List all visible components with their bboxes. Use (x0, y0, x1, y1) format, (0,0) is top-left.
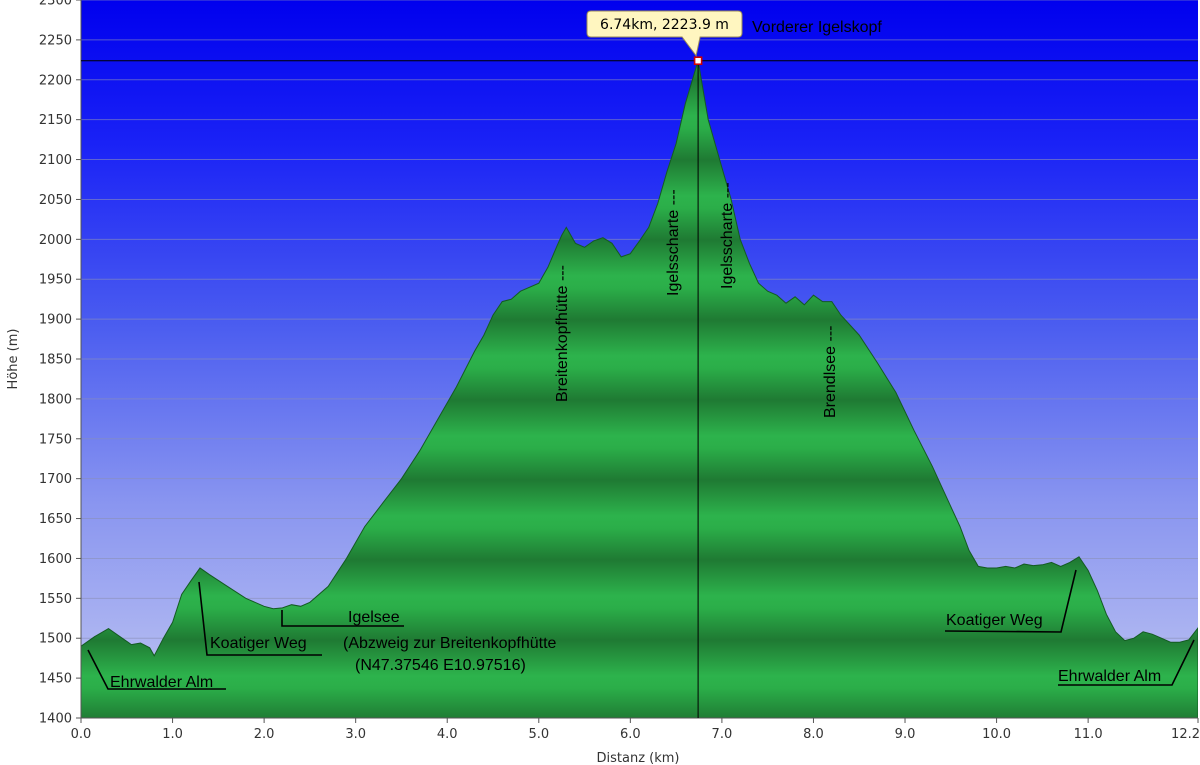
ann-coordinates: (N47.37546 E10.97516) (355, 657, 526, 674)
x-tick-label: 2.0 (254, 727, 275, 742)
x-axis-title: Distanz (km) (597, 751, 680, 765)
y-tick-label: 2100 (39, 153, 72, 168)
x-tick-label: 7.0 (712, 727, 733, 742)
ann-igelsscharte-left: Igelsscharte --- (665, 189, 682, 296)
ann-koatiger-weg-right: Koatiger Weg (946, 612, 1043, 629)
x-tick-label: 1.0 (162, 727, 183, 742)
x-tick-label: 0.0 (71, 727, 92, 742)
annotations (87, 569, 1195, 690)
x-tick-label: 5.0 (528, 727, 549, 742)
x-tick-label: 4.0 (437, 727, 458, 742)
x-tick-label: 8.0 (803, 727, 824, 742)
x-tick-label: 10.0 (982, 727, 1011, 742)
y-tick-label: 1400 (39, 712, 72, 727)
y-tick-label: 1700 (39, 472, 72, 487)
y-tick-label: 1750 (39, 432, 72, 447)
y-tick-label: 2150 (39, 113, 72, 128)
y-tick-label: 1900 (39, 313, 72, 328)
x-tick-label: 12.2 (1171, 727, 1200, 742)
ann-vorderer-igelskopf: Vorderer Igelskopf (752, 19, 882, 36)
cursor-marker (693, 56, 703, 66)
elevation-area (81, 60, 1198, 718)
ann-ehrwalder-alm-right: Ehrwalder Alm (1058, 668, 1161, 685)
y-tick-label: 1800 (39, 392, 72, 407)
ann-line-igelsee (281, 610, 404, 627)
x-tick-label: 6.0 (620, 727, 641, 742)
y-tick-label: 1650 (39, 512, 72, 527)
y-tick-label: 1450 (39, 672, 72, 687)
ann-brendlsee: Brendlsee --- (822, 326, 839, 418)
axes: 1400 1450 1500 1550 1600 1650 1700 1750 1800 1850… (6, 0, 1200, 765)
ann-igelsscharte-right: Igelsscharte --- (719, 182, 736, 289)
y-tick-label: 2200 (39, 73, 72, 88)
ann-abzweig: (Abzweig zur Breitenkopfhütte (343, 635, 557, 652)
cursor: 6.74km, 2223.9 m (81, 10, 1198, 718)
ann-koatiger-weg-left: Koatiger Weg (210, 635, 307, 652)
x-tick-label: 9.0 (895, 727, 916, 742)
ann-ehrwalder-alm-left: Ehrwalder Alm (110, 674, 213, 691)
x-tick-label: 11.0 (1074, 727, 1103, 742)
y-tick-label: 1950 (39, 273, 72, 288)
y-tick-label: 1550 (39, 592, 72, 607)
y-tick-label: 2000 (39, 233, 72, 248)
y-axis-title: Höhe (m) (6, 329, 21, 390)
y-tick-label: 2250 (39, 33, 72, 48)
ann-line-ehrwalder-left (87, 649, 226, 690)
y-tick-label: 1600 (39, 552, 72, 567)
y-tick-label: 2050 (39, 193, 72, 208)
x-tick-label: 3.0 (345, 727, 366, 742)
cursor-tooltip-label: 6.74km, 2223.9 m (600, 17, 729, 33)
ann-line-ehrwalder-right (1058, 639, 1195, 686)
ann-breitenkopfhuette: Breitenkopfhütte --- (554, 265, 571, 402)
y-tick-label: 1500 (39, 632, 72, 647)
ann-line-koatiger-right (944, 569, 1077, 633)
ann-igelsee: Igelsee (348, 609, 400, 626)
cursor-tooltip (586, 10, 743, 57)
y-tick-label: 1850 (39, 353, 72, 368)
y-tick-label: 2300 (39, 0, 72, 9)
ann-line-koatiger-left (198, 581, 322, 656)
